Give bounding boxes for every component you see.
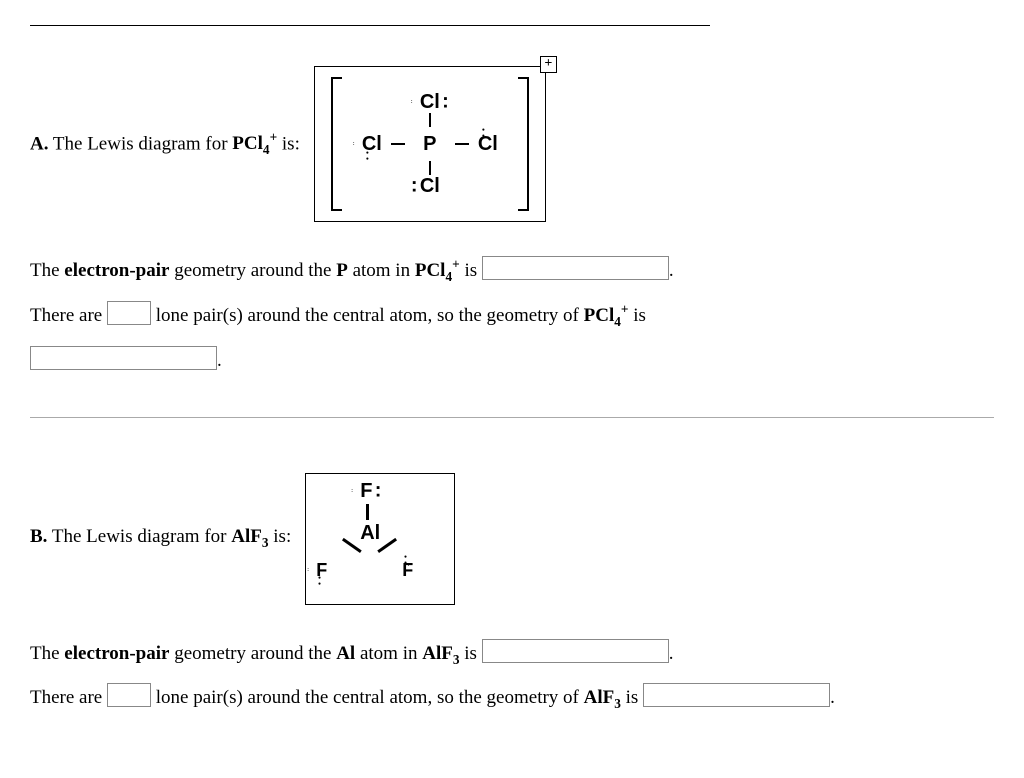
cap-suf-b: is: (269, 526, 292, 547)
geometry-input-a[interactable] (482, 256, 669, 280)
top-rule (30, 25, 710, 26)
cap-pre-b: The Lewis diagram for (52, 526, 231, 547)
f-right: F (400, 560, 415, 581)
al-center: Al (358, 522, 382, 545)
q1-b: The electron-pair geometry around the Al… (30, 635, 994, 668)
lonepair-input-b[interactable] (107, 683, 151, 707)
shape-input-b[interactable] (643, 683, 830, 707)
caption-b: B. The Lewis diagram for AlF3 is: (30, 526, 291, 551)
divider (30, 417, 994, 418)
charge-plus: + (540, 56, 557, 73)
cl-bottom: Cl (418, 175, 442, 198)
cl-left: Cl (360, 133, 384, 156)
label-a: A. (30, 133, 48, 154)
lonepair-input-a[interactable] (107, 301, 151, 325)
shape-input-a[interactable] (30, 346, 217, 370)
section-b: B. The Lewis diagram for AlF3 is: F Al F… (30, 473, 994, 713)
lewis-row-b: B. The Lewis diagram for AlF3 is: F Al F… (30, 473, 994, 605)
geometry-input-b[interactable] (482, 639, 669, 663)
q2-a-cont: . (30, 342, 994, 372)
pcl4-diagram: Cl Cl P Cl Cl + (314, 66, 546, 222)
p-center: P (421, 133, 438, 156)
alf3-diagram: F Al F F (305, 473, 455, 605)
q1-a: The electron-pair geometry around the P … (30, 252, 994, 285)
formula-a: PCl4+ (232, 133, 277, 154)
caption-a: A. The Lewis diagram for PCl4+ is: (30, 130, 300, 158)
q2-b: There are lone pair(s) around the centra… (30, 679, 994, 712)
label-b: B. (30, 526, 47, 547)
cap-pre-a: The Lewis diagram for (53, 133, 232, 154)
section-a: A. The Lewis diagram for PCl4+ is: Cl Cl… (30, 66, 994, 372)
lewis-row-a: A. The Lewis diagram for PCl4+ is: Cl Cl… (30, 66, 994, 222)
formula-b: AlF3 (231, 526, 268, 547)
cap-suf-a: is: (277, 133, 300, 154)
f-left: F (314, 560, 329, 581)
cl-top: Cl (418, 91, 442, 114)
f-top: F (358, 480, 374, 503)
q2-a: There are lone pair(s) around the centra… (30, 297, 994, 330)
cl-right: Cl (476, 133, 500, 156)
